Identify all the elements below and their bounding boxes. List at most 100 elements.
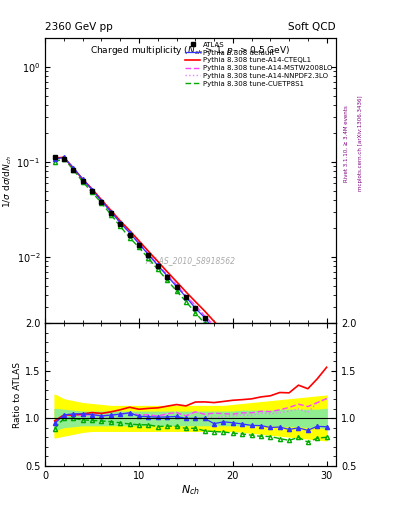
Line: ATLAS: ATLAS xyxy=(52,155,329,453)
Pythia 8.308 tune-A14-MSTW2008LO xyxy=(296,410,301,416)
Pythia 8.308 tune-A14-NNPDF2.3LO xyxy=(108,208,113,215)
Pythia 8.308 tune-A14-NNPDF2.3LO xyxy=(202,313,207,319)
ATLAS xyxy=(118,221,123,227)
Pythia 8.308 tune-A14-CTEQL1 xyxy=(174,279,179,285)
Pythia 8.308 tune-A14-MSTW2008LO xyxy=(174,282,179,288)
ATLAS xyxy=(146,252,151,259)
Line: Pythia 8.308 tune-CUETP8S1: Pythia 8.308 tune-CUETP8S1 xyxy=(55,159,327,460)
Pythia 8.308 tune-A14-MSTW2008LO xyxy=(277,391,282,397)
ATLAS xyxy=(127,232,132,238)
ATLAS xyxy=(221,335,226,341)
ATLAS xyxy=(62,156,66,162)
Pythia 8.308 tune-A14-CTEQL1 xyxy=(315,422,320,428)
Pythia 8.308 tune-A14-CTEQL1 xyxy=(52,155,57,161)
Pythia 8.308 tune-CUETP8S1 xyxy=(90,189,94,196)
Pythia 8.308 tune-A14-NNPDF2.3LO xyxy=(99,198,104,204)
Pythia 8.308 tune-CUETP8S1 xyxy=(305,436,310,442)
Pythia 8.308 tune-CUETP8S1 xyxy=(202,321,207,327)
Pythia 8.308 tune-A14-NNPDF2.3LO xyxy=(137,240,141,246)
Pythia 8.308 tune-A14-CTEQL1 xyxy=(230,338,235,344)
Pythia 8.308 tune-CUETP8S1 xyxy=(108,211,113,218)
Pythia 8.308 default xyxy=(99,198,104,204)
Pythia 8.308 tune-CUETP8S1 xyxy=(165,277,169,283)
Line: Pythia 8.308 tune-A14-MSTW2008LO: Pythia 8.308 tune-A14-MSTW2008LO xyxy=(55,158,327,443)
Pythia 8.308 tune-A14-NNPDF2.3LO xyxy=(174,282,179,288)
Pythia 8.308 tune-A14-NNPDF2.3LO xyxy=(52,156,57,162)
Pythia 8.308 tune-A14-CTEQL1 xyxy=(240,348,244,354)
Pythia 8.308 tune-A14-MSTW2008LO xyxy=(193,302,198,308)
Pythia 8.308 tune-A14-MSTW2008LO xyxy=(315,430,320,436)
ATLAS xyxy=(155,263,160,269)
Pythia 8.308 default xyxy=(71,165,76,171)
ATLAS xyxy=(184,294,188,300)
ATLAS xyxy=(249,365,254,371)
Pythia 8.308 tune-A14-NNPDF2.3LO xyxy=(268,383,273,389)
Pythia 8.308 tune-CUETP8S1 xyxy=(71,166,76,173)
Pythia 8.308 tune-CUETP8S1 xyxy=(193,310,198,316)
Pythia 8.308 tune-A14-MSTW2008LO xyxy=(62,155,66,161)
ATLAS xyxy=(277,395,282,401)
Pythia 8.308 default xyxy=(305,430,310,436)
Pythia 8.308 tune-A14-CTEQL1 xyxy=(268,376,273,382)
Pythia 8.308 tune-A14-NNPDF2.3LO xyxy=(165,272,169,278)
Pythia 8.308 tune-A14-NNPDF2.3LO xyxy=(315,430,320,436)
Pythia 8.308 tune-A14-MSTW2008LO xyxy=(137,240,141,246)
ATLAS xyxy=(305,424,310,431)
Text: Rivet 3.1.10, ≥ 3.4M events: Rivet 3.1.10, ≥ 3.4M events xyxy=(344,105,349,182)
Legend: ATLAS, Pythia 8.308 default, Pythia 8.308 tune-A14-CTEQL1, Pythia 8.308 tune-A14: ATLAS, Pythia 8.308 default, Pythia 8.30… xyxy=(184,40,334,88)
Y-axis label: 1/$\sigma$ d$\sigma$/d$N_{ch}$: 1/$\sigma$ d$\sigma$/d$N_{ch}$ xyxy=(1,154,14,207)
Pythia 8.308 tune-CUETP8S1 xyxy=(259,384,263,390)
Pythia 8.308 tune-A14-CTEQL1 xyxy=(221,328,226,334)
Pythia 8.308 default xyxy=(80,176,85,182)
Pythia 8.308 tune-A14-MSTW2008LO xyxy=(240,353,244,359)
Pythia 8.308 tune-A14-MSTW2008LO xyxy=(305,420,310,426)
Pythia 8.308 tune-A14-CTEQL1 xyxy=(146,248,151,254)
Y-axis label: Ratio to ATLAS: Ratio to ATLAS xyxy=(13,361,22,428)
ATLAS xyxy=(259,375,263,381)
Pythia 8.308 default xyxy=(287,410,292,416)
Line: Pythia 8.308 default: Pythia 8.308 default xyxy=(55,157,327,455)
ATLAS xyxy=(315,436,320,442)
Pythia 8.308 default xyxy=(52,156,57,162)
Pythia 8.308 tune-A14-CTEQL1 xyxy=(249,357,254,364)
ATLAS xyxy=(212,325,217,331)
Line: Pythia 8.308 tune-A14-NNPDF2.3LO: Pythia 8.308 tune-A14-NNPDF2.3LO xyxy=(55,158,327,443)
Pythia 8.308 default xyxy=(324,452,329,458)
Pythia 8.308 tune-A14-MSTW2008LO xyxy=(287,400,292,406)
Pythia 8.308 default xyxy=(240,358,244,364)
Text: Charged multiplicity ($N_{ch}$ > 1, $p_T$ > 0.5 GeV): Charged multiplicity ($N_{ch}$ > 1, $p_T… xyxy=(90,44,291,57)
Pythia 8.308 default xyxy=(62,154,66,160)
Pythia 8.308 default xyxy=(193,305,198,311)
Pythia 8.308 default xyxy=(249,368,254,374)
Pythia 8.308 tune-CUETP8S1 xyxy=(277,404,282,411)
Pythia 8.308 tune-A14-MSTW2008LO xyxy=(90,187,94,193)
Pythia 8.308 tune-A14-CTEQL1 xyxy=(118,218,123,224)
Pythia 8.308 tune-A14-CTEQL1 xyxy=(155,258,160,264)
Pythia 8.308 tune-CUETP8S1 xyxy=(146,255,151,261)
Pythia 8.308 default xyxy=(155,262,160,268)
Pythia 8.308 default xyxy=(315,440,320,446)
Pythia 8.308 tune-CUETP8S1 xyxy=(155,266,160,272)
ATLAS xyxy=(80,178,85,184)
Pythia 8.308 default xyxy=(146,251,151,258)
Pythia 8.308 tune-A14-NNPDF2.3LO xyxy=(62,155,66,161)
Pythia 8.308 tune-A14-MSTW2008LO xyxy=(184,293,188,299)
Pythia 8.308 tune-A14-MSTW2008LO xyxy=(268,382,273,388)
ATLAS xyxy=(296,415,301,421)
Pythia 8.308 tune-CUETP8S1 xyxy=(268,393,273,399)
Pythia 8.308 tune-A14-NNPDF2.3LO xyxy=(155,262,160,268)
Pythia 8.308 default xyxy=(90,187,94,193)
Pythia 8.308 tune-A14-CTEQL1 xyxy=(324,430,329,436)
Pythia 8.308 tune-A14-MSTW2008LO xyxy=(230,343,235,349)
Pythia 8.308 tune-A14-CTEQL1 xyxy=(108,207,113,214)
X-axis label: $N_{ch}$: $N_{ch}$ xyxy=(181,483,200,497)
Pythia 8.308 tune-A14-CTEQL1 xyxy=(137,238,141,244)
Pythia 8.308 tune-A14-MSTW2008LO xyxy=(99,198,104,204)
Pythia 8.308 default xyxy=(202,314,207,321)
Pythia 8.308 tune-A14-CTEQL1 xyxy=(305,413,310,419)
Pythia 8.308 default xyxy=(296,420,301,426)
Pythia 8.308 tune-A14-CTEQL1 xyxy=(184,289,188,295)
ATLAS xyxy=(71,166,76,173)
ATLAS xyxy=(193,305,198,311)
Pythia 8.308 tune-CUETP8S1 xyxy=(315,446,320,452)
